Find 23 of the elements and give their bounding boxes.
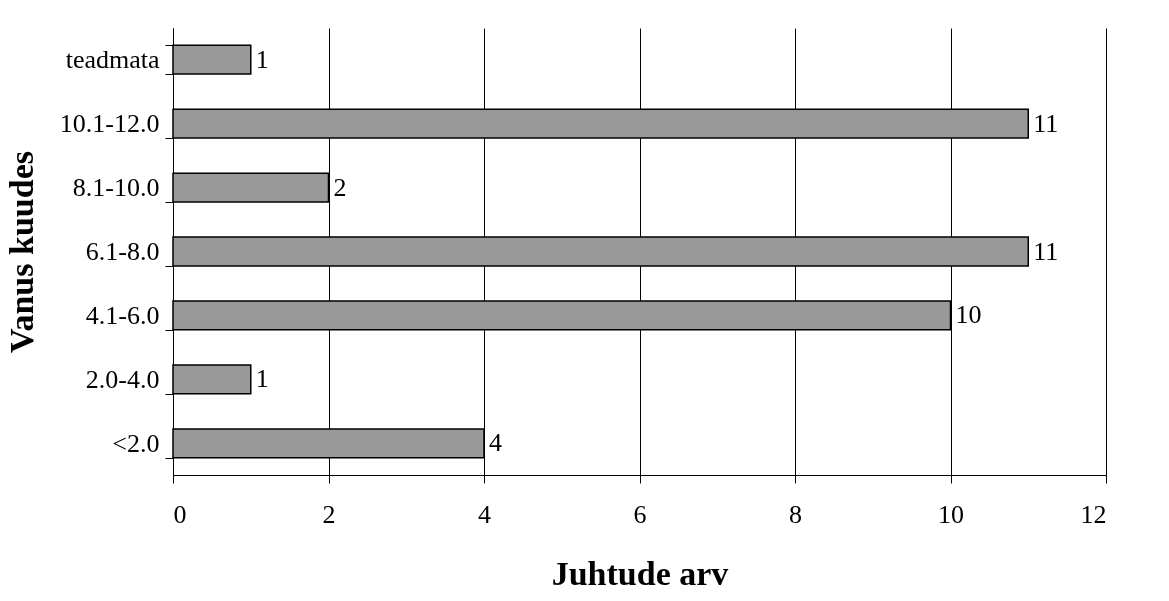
data-label: 11 [1033, 108, 1059, 138]
y-tick-label: <2.0 [112, 428, 160, 458]
x-axis-title: Juhtude arv [551, 554, 729, 592]
y-tick-label: 8.1-10.0 [72, 173, 160, 203]
data-label: 4 [489, 428, 502, 458]
x-tick-label: 4 [478, 499, 491, 529]
data-label: 1 [255, 364, 269, 394]
data-label: 2 [333, 172, 347, 202]
y-tick-label: teadmata [65, 45, 160, 75]
x-tick-label: 0 [173, 499, 187, 529]
y-tick-label: 10.1-12.0 [59, 109, 160, 139]
x-tick-label: 2 [322, 499, 336, 529]
data-label: 10 [955, 300, 982, 330]
x-tick-label: 6 [633, 499, 647, 529]
x-tick-label: 8 [789, 499, 802, 529]
data-label: 11 [1033, 236, 1059, 266]
x-tick-label: 12 [1080, 499, 1107, 529]
y-tick-label: 6.1-8.0 [85, 237, 160, 266]
y-tick-label: 2.0-4.0 [85, 364, 160, 394]
x-tick-label: 10 [938, 499, 964, 529]
data-label: 1 [255, 44, 269, 74]
y-axis-title: Vanus kuudes [2, 151, 40, 353]
y-tick-label: 4.1-6.0 [85, 300, 160, 330]
